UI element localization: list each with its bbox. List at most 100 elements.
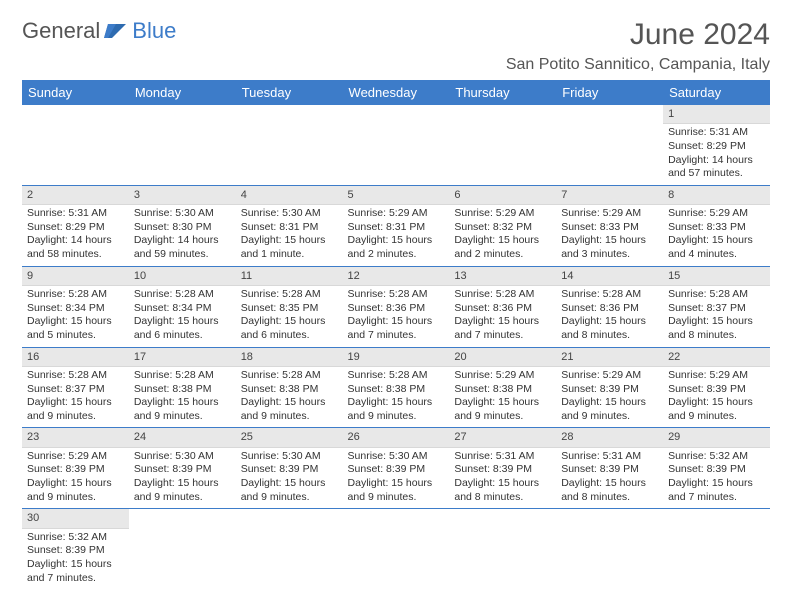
calendar-cell (236, 105, 343, 185)
daylight-line-2: and 58 minutes. (27, 248, 124, 262)
day-number: 9 (22, 267, 129, 286)
sunset-line: Sunset: 8:31 PM (241, 221, 338, 235)
sunset-line: Sunset: 8:29 PM (27, 221, 124, 235)
calendar-cell: 22Sunrise: 5:29 AMSunset: 8:39 PMDayligh… (663, 347, 770, 428)
calendar-cell (129, 105, 236, 185)
sunset-line: Sunset: 8:39 PM (27, 463, 124, 477)
daylight-line-1: Daylight: 15 hours (454, 315, 551, 329)
sunrise-line: Sunrise: 5:31 AM (27, 207, 124, 221)
calendar-cell (22, 105, 129, 185)
day-content: Sunrise: 5:28 AMSunset: 8:34 PMDaylight:… (22, 286, 129, 347)
daylight-line-1: Daylight: 15 hours (348, 396, 445, 410)
calendar-cell: 5Sunrise: 5:29 AMSunset: 8:31 PMDaylight… (343, 185, 450, 266)
calendar-cell: 19Sunrise: 5:28 AMSunset: 8:38 PMDayligh… (343, 347, 450, 428)
day-number: 29 (663, 428, 770, 447)
sunrise-line: Sunrise: 5:32 AM (668, 450, 765, 464)
daylight-line-1: Daylight: 15 hours (668, 234, 765, 248)
sunrise-line: Sunrise: 5:28 AM (668, 288, 765, 302)
day-content: Sunrise: 5:30 AMSunset: 8:30 PMDaylight:… (129, 205, 236, 266)
day-number: 24 (129, 428, 236, 447)
day-content: Sunrise: 5:28 AMSunset: 8:37 PMDaylight:… (663, 286, 770, 347)
day-number: 18 (236, 348, 343, 367)
calendar-cell (663, 509, 770, 589)
page-title: June 2024 (506, 18, 770, 52)
sunrise-line: Sunrise: 5:28 AM (241, 288, 338, 302)
calendar-cell: 9Sunrise: 5:28 AMSunset: 8:34 PMDaylight… (22, 266, 129, 347)
daylight-line-2: and 9 minutes. (27, 410, 124, 424)
sunrise-line: Sunrise: 5:29 AM (454, 207, 551, 221)
day-number: 17 (129, 348, 236, 367)
daylight-line-1: Daylight: 15 hours (668, 315, 765, 329)
daylight-line-2: and 9 minutes. (454, 410, 551, 424)
daylight-line-1: Daylight: 15 hours (561, 315, 658, 329)
sunrise-line: Sunrise: 5:28 AM (348, 369, 445, 383)
day-number: 12 (343, 267, 450, 286)
calendar-cell: 1Sunrise: 5:31 AMSunset: 8:29 PMDaylight… (663, 105, 770, 185)
sunset-line: Sunset: 8:36 PM (454, 302, 551, 316)
calendar-row: 1Sunrise: 5:31 AMSunset: 8:29 PMDaylight… (22, 105, 770, 185)
calendar-cell: 6Sunrise: 5:29 AMSunset: 8:32 PMDaylight… (449, 185, 556, 266)
daylight-line-1: Daylight: 15 hours (454, 477, 551, 491)
sunrise-line: Sunrise: 5:30 AM (134, 450, 231, 464)
sunset-line: Sunset: 8:37 PM (27, 383, 124, 397)
day-number: 25 (236, 428, 343, 447)
sunrise-line: Sunrise: 5:28 AM (454, 288, 551, 302)
day-number: 4 (236, 186, 343, 205)
sunset-line: Sunset: 8:39 PM (668, 463, 765, 477)
day-content: Sunrise: 5:28 AMSunset: 8:36 PMDaylight:… (343, 286, 450, 347)
daylight-line-2: and 6 minutes. (241, 329, 338, 343)
day-content: Sunrise: 5:29 AMSunset: 8:33 PMDaylight:… (556, 205, 663, 266)
day-number: 19 (343, 348, 450, 367)
daylight-line-1: Daylight: 15 hours (668, 396, 765, 410)
calendar-cell: 17Sunrise: 5:28 AMSunset: 8:38 PMDayligh… (129, 347, 236, 428)
daylight-line-1: Daylight: 15 hours (241, 234, 338, 248)
sunset-line: Sunset: 8:33 PM (668, 221, 765, 235)
daylight-line-2: and 8 minutes. (454, 491, 551, 505)
daylight-line-1: Daylight: 15 hours (348, 315, 445, 329)
day-content: Sunrise: 5:31 AMSunset: 8:29 PMDaylight:… (22, 205, 129, 266)
calendar-row: 30Sunrise: 5:32 AMSunset: 8:39 PMDayligh… (22, 509, 770, 589)
daylight-line-2: and 3 minutes. (561, 248, 658, 262)
col-monday: Monday (129, 80, 236, 105)
day-content: Sunrise: 5:28 AMSunset: 8:38 PMDaylight:… (129, 367, 236, 428)
day-content: Sunrise: 5:31 AMSunset: 8:39 PMDaylight:… (449, 448, 556, 509)
daylight-line-1: Daylight: 15 hours (241, 315, 338, 329)
daylight-line-1: Daylight: 15 hours (454, 234, 551, 248)
day-content: Sunrise: 5:28 AMSunset: 8:36 PMDaylight:… (449, 286, 556, 347)
sunrise-line: Sunrise: 5:30 AM (134, 207, 231, 221)
sunrise-line: Sunrise: 5:32 AM (27, 531, 124, 545)
calendar-cell: 14Sunrise: 5:28 AMSunset: 8:36 PMDayligh… (556, 266, 663, 347)
sunset-line: Sunset: 8:38 PM (241, 383, 338, 397)
location-label: San Potito Sannitico, Campania, Italy (506, 56, 770, 74)
header: General Blue June 2024 San Potito Sannit… (22, 18, 770, 74)
day-number: 13 (449, 267, 556, 286)
sunrise-line: Sunrise: 5:29 AM (348, 207, 445, 221)
daylight-line-1: Daylight: 15 hours (27, 396, 124, 410)
col-wednesday: Wednesday (343, 80, 450, 105)
day-number: 21 (556, 348, 663, 367)
sunrise-line: Sunrise: 5:29 AM (561, 369, 658, 383)
sunset-line: Sunset: 8:30 PM (134, 221, 231, 235)
sunrise-line: Sunrise: 5:29 AM (668, 369, 765, 383)
day-number: 3 (129, 186, 236, 205)
sunrise-line: Sunrise: 5:28 AM (27, 288, 124, 302)
daylight-line-1: Daylight: 15 hours (561, 234, 658, 248)
daylight-line-1: Daylight: 14 hours (27, 234, 124, 248)
calendar-cell: 28Sunrise: 5:31 AMSunset: 8:39 PMDayligh… (556, 428, 663, 509)
calendar-cell: 10Sunrise: 5:28 AMSunset: 8:34 PMDayligh… (129, 266, 236, 347)
day-content: Sunrise: 5:31 AMSunset: 8:29 PMDaylight:… (663, 124, 770, 185)
sunset-line: Sunset: 8:39 PM (27, 544, 124, 558)
day-number: 8 (663, 186, 770, 205)
calendar-cell: 18Sunrise: 5:28 AMSunset: 8:38 PMDayligh… (236, 347, 343, 428)
sunset-line: Sunset: 8:29 PM (668, 140, 765, 154)
daylight-line-2: and 9 minutes. (241, 410, 338, 424)
day-content: Sunrise: 5:30 AMSunset: 8:31 PMDaylight:… (236, 205, 343, 266)
calendar-cell: 12Sunrise: 5:28 AMSunset: 8:36 PMDayligh… (343, 266, 450, 347)
calendar-cell (343, 509, 450, 589)
sunset-line: Sunset: 8:39 PM (561, 383, 658, 397)
daylight-line-2: and 2 minutes. (454, 248, 551, 262)
daylight-line-2: and 9 minutes. (27, 491, 124, 505)
calendar-cell: 24Sunrise: 5:30 AMSunset: 8:39 PMDayligh… (129, 428, 236, 509)
sunset-line: Sunset: 8:34 PM (134, 302, 231, 316)
day-number: 28 (556, 428, 663, 447)
